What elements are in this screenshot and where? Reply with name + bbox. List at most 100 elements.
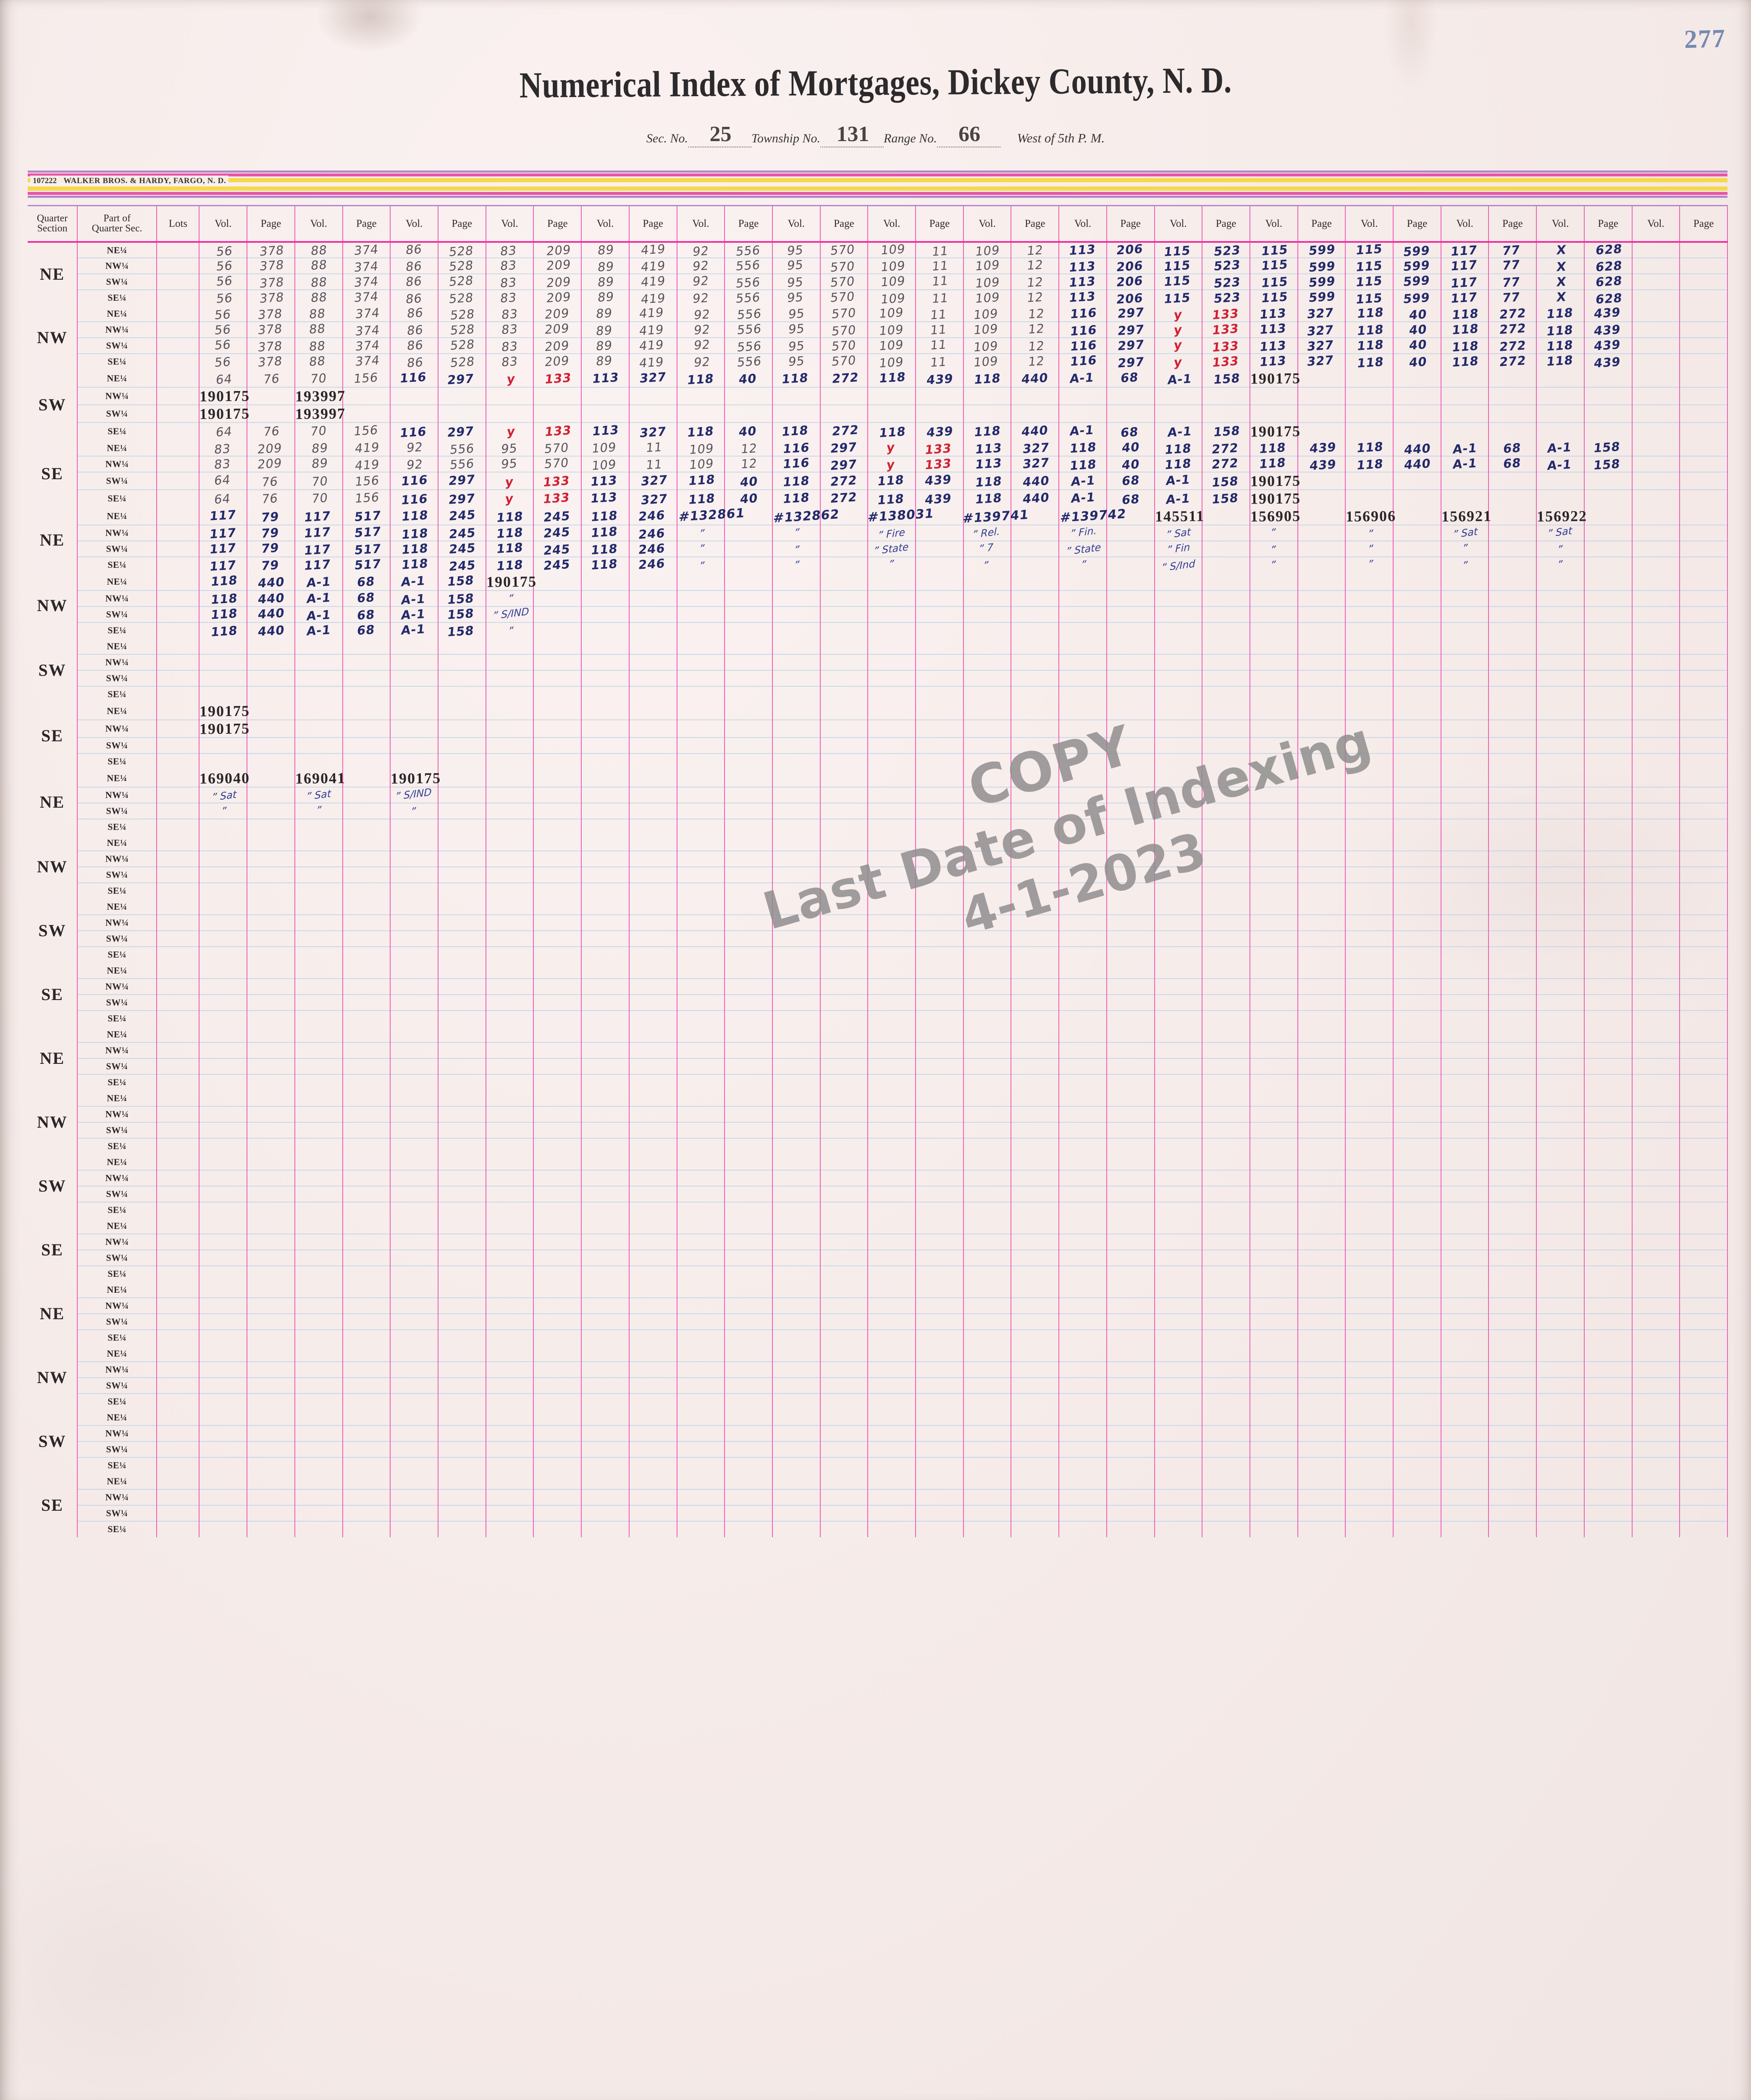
cell-page: 76 <box>247 472 295 490</box>
cell-vol <box>1059 1170 1107 1186</box>
cell-page <box>533 1042 582 1059</box>
cell-page <box>1106 787 1155 803</box>
cell-page <box>1011 930 1060 947</box>
cell-vol: 95 <box>772 337 821 354</box>
cell-vol <box>294 737 343 754</box>
cell-vol <box>963 606 1012 623</box>
cell-page <box>1584 1425 1633 1442</box>
cell-page <box>1202 1154 1250 1171</box>
cell-vol: 118 <box>772 422 821 440</box>
cell-page <box>1297 1329 1346 1346</box>
cell-vol: 83 <box>199 456 248 472</box>
cell-page <box>629 787 677 803</box>
cell-vol <box>1250 1234 1298 1250</box>
cell-vol: 56 <box>199 321 248 338</box>
cell-vol: 118 <box>199 622 248 639</box>
cell-page <box>1106 507 1155 525</box>
cell-vol <box>581 1138 630 1154</box>
cell-value: 378 <box>259 257 285 273</box>
cell-vol <box>1345 1234 1394 1250</box>
cell-value: 378 <box>259 274 285 291</box>
cell-page <box>916 787 964 803</box>
cell-page <box>1202 1090 1250 1107</box>
cell-value: 109 <box>688 456 715 472</box>
cell-vol <box>1345 1505 1394 1522</box>
cell-value: 327 <box>1306 352 1334 369</box>
cell-vol <box>199 1074 248 1090</box>
cell-page <box>247 1361 295 1378</box>
cell-value: 109 <box>974 257 1001 273</box>
table-row: SW¼ 56 378 88 374 86 528 83 209 89 419 92 556 95 570 10… <box>28 337 1728 354</box>
cell-vol <box>1154 1122 1203 1139</box>
cell-page <box>1393 719 1441 738</box>
cell-page <box>1297 702 1346 720</box>
cell-vol <box>1345 1026 1394 1043</box>
cell-page: 327 <box>1011 440 1060 457</box>
cell-vol <box>868 787 916 803</box>
cell-value: 118 <box>686 423 714 440</box>
cell-value: 117 <box>303 541 332 558</box>
cell-page <box>1393 898 1441 915</box>
cell-vol <box>199 1457 248 1473</box>
cell-page: 327 <box>629 369 677 388</box>
cell-value: 374 <box>353 273 380 290</box>
cell-vol <box>486 1409 534 1426</box>
cell-vol <box>1250 978 1298 995</box>
cell-page <box>1584 835 1633 851</box>
cell-value: 440 <box>257 605 286 622</box>
cell-vol <box>1250 1489 1298 1506</box>
cell-page <box>438 1377 486 1394</box>
cell-page <box>916 1313 964 1330</box>
cell-vol <box>963 719 1012 738</box>
cell-vol <box>294 1473 343 1490</box>
cell-value: 83 <box>499 275 517 290</box>
cell-page <box>533 1505 582 1522</box>
cell-vol <box>486 1010 534 1026</box>
cell-vol <box>772 882 821 899</box>
cell-page: 12 <box>1011 257 1060 274</box>
cell-vol <box>1536 882 1585 899</box>
cell-value: 599 <box>1308 242 1336 258</box>
cell-vol <box>772 1425 821 1442</box>
cell-value: 528 <box>448 243 474 259</box>
cell-value: 378 <box>257 321 283 337</box>
cell-page <box>629 1154 677 1171</box>
cell-page <box>725 1409 773 1426</box>
cell-value: 76 <box>260 474 279 489</box>
cell-vol <box>1059 719 1107 738</box>
cell-page <box>629 850 677 867</box>
cell-vol <box>1250 1521 1298 1537</box>
cell-page: 556 <box>725 353 773 370</box>
quarter-section-label-sw-0-2: SW <box>28 369 78 440</box>
cell-page <box>1393 962 1441 979</box>
cell-vol: A-1 <box>1441 440 1489 457</box>
cell-page <box>1680 914 1728 931</box>
cell-vol <box>581 1074 630 1090</box>
table-row: SW¼ <box>28 1505 1728 1522</box>
cell-page <box>1680 1457 1728 1473</box>
cell-page <box>1297 882 1346 899</box>
cell-page <box>629 1074 677 1090</box>
cell-page <box>1488 489 1537 507</box>
cell-page <box>1680 1026 1728 1043</box>
cell-vol <box>1154 1393 1203 1410</box>
cell-page <box>916 606 964 623</box>
cell-page <box>1106 670 1155 687</box>
cell-vol: 89 <box>581 305 630 322</box>
cell-page <box>820 1058 869 1075</box>
cell-page <box>1584 1361 1633 1378</box>
cell-page <box>725 507 773 525</box>
cell-value: 118 <box>1546 337 1574 354</box>
cell-vol <box>677 702 725 720</box>
part-of-quarter-label: NW¼ <box>77 321 158 338</box>
table-row: NW¼ <box>28 1361 1728 1378</box>
cell-value: 89 <box>311 455 329 471</box>
cell-page <box>725 1058 773 1075</box>
cell-page <box>1584 1218 1633 1234</box>
cell-value: y <box>1173 354 1184 370</box>
cell-vol <box>677 1489 725 1506</box>
cell-value: 86 <box>405 291 423 306</box>
cell-page <box>629 686 677 702</box>
cell-page <box>820 978 869 995</box>
cell-page <box>1297 654 1346 671</box>
